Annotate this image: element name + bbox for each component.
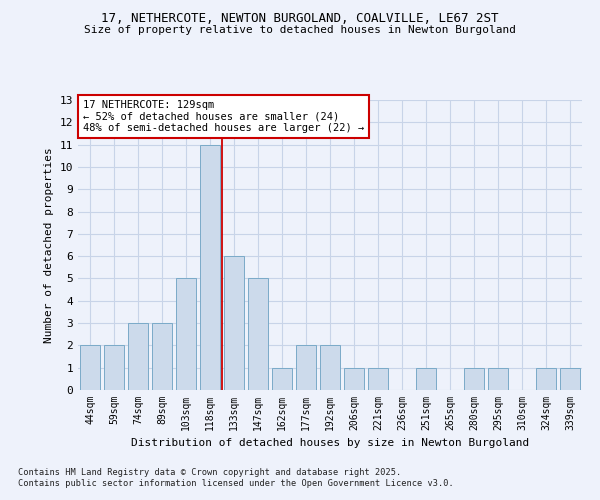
Bar [368, 368, 388, 390]
Bar [320, 346, 340, 390]
Bar [416, 368, 436, 390]
Bar [272, 368, 292, 390]
Bar [152, 323, 172, 390]
Bar [536, 368, 556, 390]
Bar [248, 278, 268, 390]
Bar [128, 323, 148, 390]
Bar [464, 368, 484, 390]
Text: 17, NETHERCOTE, NEWTON BURGOLAND, COALVILLE, LE67 2ST: 17, NETHERCOTE, NEWTON BURGOLAND, COALVI… [101, 12, 499, 26]
Text: Contains HM Land Registry data © Crown copyright and database right 2025.
Contai: Contains HM Land Registry data © Crown c… [18, 468, 454, 487]
Bar [560, 368, 580, 390]
Y-axis label: Number of detached properties: Number of detached properties [44, 147, 54, 343]
Bar [296, 346, 316, 390]
Bar [176, 278, 196, 390]
Bar [488, 368, 508, 390]
Bar [80, 346, 100, 390]
Bar [224, 256, 244, 390]
Bar [344, 368, 364, 390]
Text: Size of property relative to detached houses in Newton Burgoland: Size of property relative to detached ho… [84, 25, 516, 35]
Bar [200, 144, 220, 390]
Text: 17 NETHERCOTE: 129sqm
← 52% of detached houses are smaller (24)
48% of semi-deta: 17 NETHERCOTE: 129sqm ← 52% of detached … [83, 100, 364, 133]
Bar [104, 346, 124, 390]
X-axis label: Distribution of detached houses by size in Newton Burgoland: Distribution of detached houses by size … [131, 438, 529, 448]
